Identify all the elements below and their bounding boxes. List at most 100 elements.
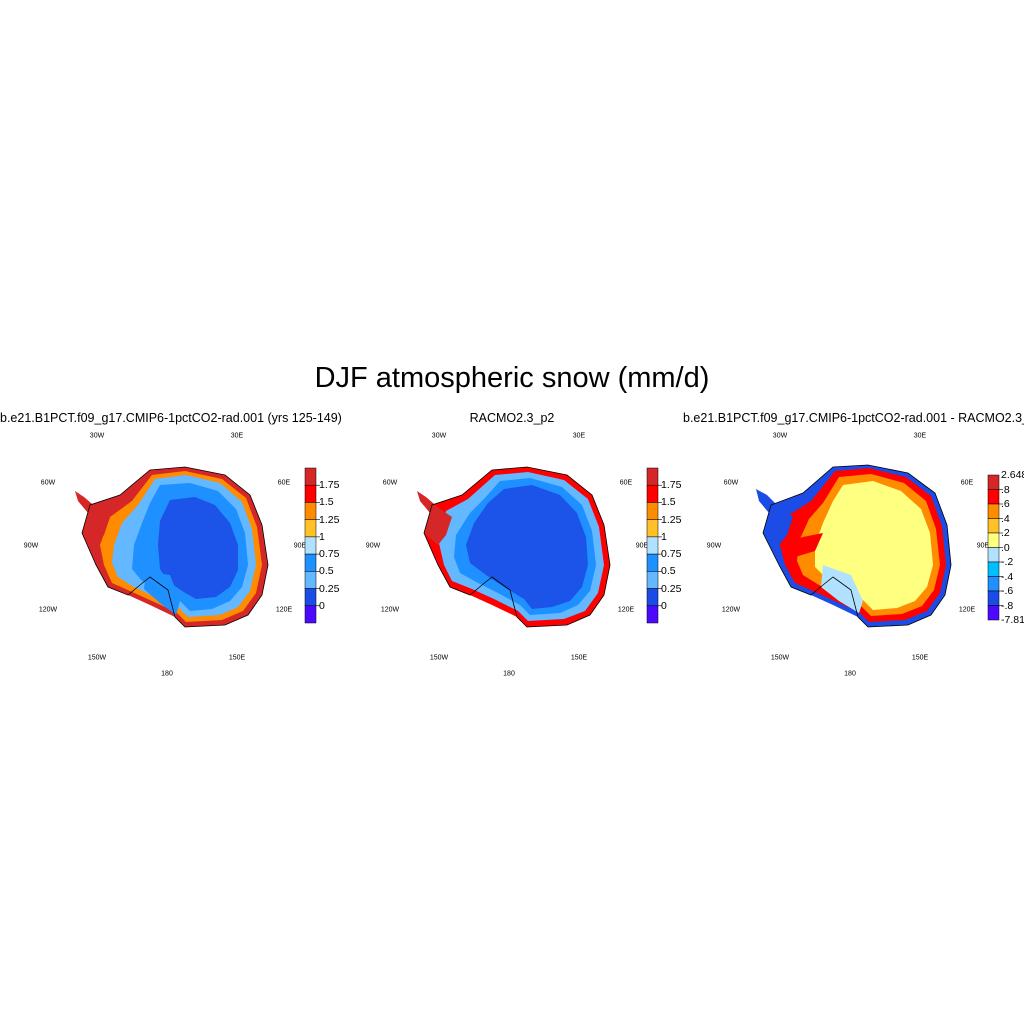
colorbar-box <box>646 484 659 503</box>
west-coast-band <box>779 533 823 557</box>
lon-label: 120W <box>721 606 741 614</box>
colorbar-label: 0.25 <box>661 582 682 595</box>
colorbar-label: .4 <box>1001 512 1010 525</box>
coastline <box>762 464 952 628</box>
lon-label: 180 <box>503 670 515 678</box>
colorbar-box <box>304 588 317 607</box>
ross-shelf <box>144 571 180 615</box>
colorbar-box <box>646 588 659 607</box>
colorbar-box <box>646 519 659 538</box>
panel-title: b.e21.B1PCT.f09_g17.CMIP6-1pctCO2-rad.00… <box>0 411 342 425</box>
colorbar-label: 1 <box>661 530 667 543</box>
lon-label: 150W <box>770 654 790 662</box>
colorbar-label: 1.5 <box>661 496 676 509</box>
lon-label: 90E <box>293 542 307 550</box>
map-panel-model: b.e21.B1PCT.f09_g17.CMIP6-1pctCO2-rad.00… <box>0 405 342 695</box>
lon-label: 120W <box>38 606 58 614</box>
colorbar-box <box>304 571 317 589</box>
colorbar-box <box>987 605 1000 621</box>
lon-label: 30E <box>913 432 927 440</box>
lon-label: 120E <box>275 606 293 614</box>
lon-label: 60E <box>619 479 633 487</box>
colorbar-box <box>987 518 1000 534</box>
lon-label: 180 <box>161 670 173 678</box>
colorbar-label: -7.81 <box>1001 614 1024 626</box>
colorbar-box <box>646 536 659 555</box>
colorbar-box <box>646 553 659 572</box>
colorbar-label: .2 <box>1001 527 1010 539</box>
panel-title: RACMO2.3_p2 <box>469 411 555 425</box>
antarctica-map <box>75 466 269 628</box>
lon-label: 120E <box>958 606 976 614</box>
colorbar-box <box>646 467 659 486</box>
lon-label: 90E <box>976 542 990 550</box>
colorbar-box <box>987 489 1000 505</box>
lon-label: 60E <box>960 479 974 487</box>
lon-label: 60W <box>40 479 56 487</box>
peninsula <box>75 491 110 545</box>
colorbar-box <box>646 571 659 589</box>
continent-interior <box>158 497 238 599</box>
colorbar-label: -.6 <box>1001 585 1014 597</box>
lon-label: 30W <box>89 432 105 440</box>
lon-label: 150E <box>228 654 246 662</box>
colorbar-box <box>304 519 317 538</box>
colorbar-box <box>304 536 317 555</box>
colorbar-boxes <box>646 467 662 624</box>
colorbar-label: 0.75 <box>661 548 682 561</box>
lon-label: 150W <box>87 654 107 662</box>
colorbar-box <box>987 590 1000 606</box>
colorbar-box <box>646 502 659 520</box>
lon-label: 60E <box>277 479 291 487</box>
figure-title: DJF atmospheric snow (mm/d) <box>314 362 710 394</box>
lon-label: 30E <box>572 432 586 440</box>
colorbar-box <box>304 484 317 503</box>
colorbar-boxes <box>304 467 320 624</box>
colorbar-box <box>987 576 1000 592</box>
lon-label: 180 <box>844 670 856 678</box>
coastline <box>81 466 269 628</box>
colorbar-label: -.4 <box>1001 570 1014 583</box>
lon-label: 30E <box>230 432 244 440</box>
lon-label: 60W <box>723 479 739 487</box>
colorbar-label: -.2 <box>1001 556 1014 568</box>
lon-label: 120W <box>380 606 400 614</box>
colorbar-box <box>987 503 1000 519</box>
lon-label: 90E <box>635 542 649 550</box>
lon-label: 90W <box>365 542 381 550</box>
colorbar-box <box>304 467 317 486</box>
colorbar-box <box>304 605 317 624</box>
colorbar-label: 0 <box>319 599 325 612</box>
colorbar-box <box>987 532 1000 548</box>
colorbar-label: 1.25 <box>661 513 682 526</box>
lon-label: 30W <box>772 432 788 440</box>
colorbar-label: 0.75 <box>319 548 340 561</box>
colorbar-label: 1 <box>319 530 325 543</box>
lon-label: 150E <box>570 654 588 662</box>
continent-interior <box>466 485 588 609</box>
colorbar-label: .0 <box>1001 541 1010 554</box>
colorbar-label: 1.75 <box>661 479 682 492</box>
peninsula <box>756 489 793 545</box>
colorbar-label: .8 <box>1001 483 1010 496</box>
colorbar-box <box>987 561 1000 577</box>
colorbar-label: .6 <box>1001 498 1010 510</box>
lon-label: 150W <box>429 654 449 662</box>
map-panel-racmo: RACMO2.3_p2 30W 30E 60W 60E 90W 90E 120W… <box>342 405 682 695</box>
colorbar-label: -.8 <box>1001 599 1014 612</box>
panel-title: b.e21.B1PCT.f09_g17.CMIP6-1pctCO2-rad.00… <box>683 411 1024 425</box>
lon-label: 60W <box>382 479 398 487</box>
map-panel-difference: b.e21.B1PCT.f09_g17.CMIP6-1pctCO2-rad.00… <box>683 405 1024 695</box>
lon-label: 120E <box>617 606 635 614</box>
antarctica-map <box>417 466 611 628</box>
lon-label: 30W <box>431 432 447 440</box>
colorbar-label: 1.5 <box>319 496 334 509</box>
lon-label: 90W <box>706 542 722 550</box>
colorbar-label: 0.5 <box>661 565 676 578</box>
ross-shelf-region <box>821 565 863 613</box>
lon-label: 150E <box>911 654 929 662</box>
colorbar-label: 1.75 <box>319 479 340 492</box>
colorbar-box <box>987 474 1000 490</box>
antarctica-map <box>756 464 952 628</box>
peninsula <box>417 491 452 545</box>
